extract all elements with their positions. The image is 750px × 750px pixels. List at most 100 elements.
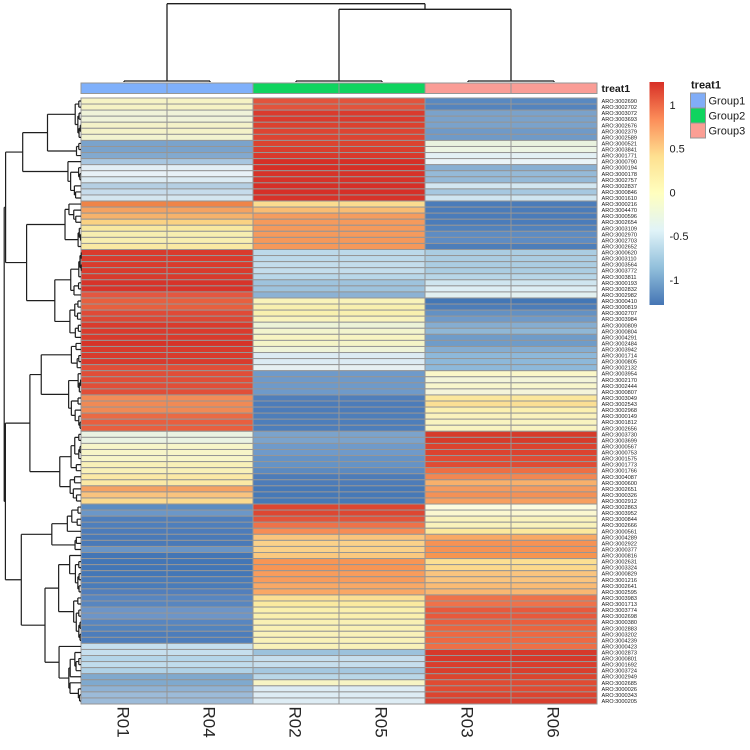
svg-text:ARO:3004291: ARO:3004291 (602, 335, 637, 341)
svg-text:ARO:3000380: ARO:3000380 (602, 620, 637, 626)
svg-text:ARO:3002698: ARO:3002698 (602, 614, 637, 620)
svg-text:ARO:3001216: ARO:3001216 (602, 578, 637, 584)
svg-text:1: 1 (670, 100, 676, 112)
svg-text:ARO:3003954: ARO:3003954 (602, 372, 637, 378)
svg-text:ARO:3001766: ARO:3001766 (602, 469, 637, 475)
svg-text:ARO:3002444: ARO:3002444 (602, 384, 637, 390)
svg-text:ARO:3003811: ARO:3003811 (602, 275, 637, 281)
svg-text:ARO:3002982: ARO:3002982 (602, 293, 637, 299)
svg-text:Group1: Group1 (709, 95, 746, 107)
svg-text:ARO:3001610: ARO:3001610 (602, 196, 637, 202)
svg-text:R05: R05 (372, 707, 391, 738)
svg-text:ARO:3003942: ARO:3003942 (602, 347, 637, 353)
svg-text:ARO:3003724: ARO:3003724 (602, 669, 637, 675)
svg-text:ARO:3000567: ARO:3000567 (602, 444, 637, 450)
svg-text:ARO:3003202: ARO:3003202 (602, 632, 637, 638)
svg-text:ARO:3002666: ARO:3002666 (602, 523, 637, 529)
svg-text:ARO:3002651: ARO:3002651 (602, 487, 637, 493)
svg-text:-1: -1 (670, 275, 680, 287)
svg-text:Group2: Group2 (709, 110, 746, 122)
svg-text:ARO:3001575: ARO:3001575 (602, 457, 637, 463)
svg-text:ARO:3002631: ARO:3002631 (602, 560, 637, 566)
svg-text:ARO:3000844: ARO:3000844 (602, 517, 637, 523)
svg-text:ARO:3002685: ARO:3002685 (602, 681, 637, 687)
svg-text:ARO:3002589: ARO:3002589 (602, 135, 637, 141)
svg-text:ARO:3002832: ARO:3002832 (602, 287, 637, 293)
svg-text:ARO:3004470: ARO:3004470 (602, 208, 637, 214)
svg-text:R01: R01 (114, 707, 133, 738)
svg-text:R02: R02 (286, 707, 305, 738)
svg-text:ARO:3000423: ARO:3000423 (602, 644, 637, 650)
svg-text:ARO:3002690: ARO:3002690 (602, 99, 637, 105)
svg-text:0: 0 (670, 187, 676, 199)
svg-text:ARO:3000829: ARO:3000829 (602, 572, 637, 578)
svg-text:R04: R04 (200, 707, 219, 738)
svg-text:ARO:3002132: ARO:3002132 (602, 366, 637, 372)
svg-text:R03: R03 (458, 707, 477, 738)
svg-text:ARO:3000596: ARO:3000596 (602, 214, 637, 220)
svg-text:ARO:3000807: ARO:3000807 (602, 390, 637, 396)
svg-text:ARO:3000816: ARO:3000816 (602, 554, 637, 560)
svg-text:Group3: Group3 (709, 125, 746, 137)
svg-text:ARO:3002922: ARO:3002922 (602, 541, 637, 547)
svg-text:ARO:3003952: ARO:3003952 (602, 511, 637, 517)
svg-text:ARO:3000326: ARO:3000326 (602, 493, 637, 499)
svg-text:0.5: 0.5 (670, 144, 685, 156)
svg-text:ARO:3000600: ARO:3000600 (602, 481, 637, 487)
svg-text:ARO:3003324: ARO:3003324 (602, 566, 637, 572)
svg-text:ARO:3003730: ARO:3003730 (602, 432, 637, 438)
svg-text:ARO:3004239: ARO:3004239 (602, 638, 637, 644)
svg-text:ARO:3002883: ARO:3002883 (602, 626, 637, 632)
svg-text:ARO:3000809: ARO:3000809 (602, 323, 637, 329)
svg-text:ARO:3002379: ARO:3002379 (602, 129, 637, 135)
svg-text:ARO:3004087: ARO:3004087 (602, 475, 637, 481)
svg-text:ARO:3002968: ARO:3002968 (602, 408, 637, 414)
svg-text:ARO:3002654: ARO:3002654 (602, 220, 637, 226)
svg-text:ARO:3002170: ARO:3002170 (602, 378, 637, 384)
svg-text:ARO:3000149: ARO:3000149 (602, 414, 637, 420)
svg-text:ARO:3003693: ARO:3003693 (602, 117, 637, 123)
svg-text:ARO:3002757: ARO:3002757 (602, 178, 637, 184)
svg-text:ARO:3003841: ARO:3003841 (602, 148, 637, 154)
svg-text:ARO:3003072: ARO:3003072 (602, 111, 637, 117)
svg-text:ARO:3001713: ARO:3001713 (602, 602, 637, 608)
svg-text:ARO:3002837: ARO:3002837 (602, 184, 637, 190)
svg-text:ARO:3001812: ARO:3001812 (602, 420, 637, 426)
svg-text:ARO:3001692: ARO:3001692 (602, 663, 637, 669)
svg-text:ARO:3003110: ARO:3003110 (602, 257, 637, 263)
svg-text:ARO:3002912: ARO:3002912 (602, 499, 637, 505)
svg-text:ARO:3003984: ARO:3003984 (602, 317, 637, 323)
svg-text:-0.5: -0.5 (670, 231, 689, 243)
svg-text:treat1: treat1 (602, 83, 631, 95)
svg-text:treat1: treat1 (691, 80, 721, 92)
svg-text:ARO:3000846: ARO:3000846 (602, 190, 637, 196)
svg-text:ARO:3000026: ARO:3000026 (602, 687, 637, 693)
svg-text:ARO:3002863: ARO:3002863 (602, 505, 637, 511)
svg-text:ARO:3000377: ARO:3000377 (602, 547, 637, 553)
svg-text:ARO:3003772: ARO:3003772 (602, 269, 637, 275)
svg-text:ARO:3000790: ARO:3000790 (602, 160, 637, 166)
svg-text:ARO:3000804: ARO:3000804 (602, 329, 637, 335)
svg-text:ARO:3002702: ARO:3002702 (602, 105, 637, 111)
svg-text:ARO:3000193: ARO:3000193 (602, 281, 637, 287)
svg-text:ARO:3000620: ARO:3000620 (602, 251, 637, 257)
svg-text:ARO:3003049: ARO:3003049 (602, 396, 637, 402)
svg-text:ARO:3001773: ARO:3001773 (602, 463, 637, 469)
svg-text:ARO:3000205: ARO:3000205 (602, 699, 637, 705)
svg-text:ARO:3000819: ARO:3000819 (602, 305, 637, 311)
svg-text:ARO:3002595: ARO:3002595 (602, 590, 637, 596)
svg-text:ARO:3002707: ARO:3002707 (602, 311, 637, 317)
svg-text:ARO:3000753: ARO:3000753 (602, 451, 637, 457)
svg-text:ARO:3002543: ARO:3002543 (602, 402, 637, 408)
svg-text:ARO:3002970: ARO:3002970 (602, 232, 637, 238)
svg-text:ARO:3002641: ARO:3002641 (602, 584, 637, 590)
svg-text:ARO:3000194: ARO:3000194 (602, 166, 637, 172)
svg-text:ARO:3001771: ARO:3001771 (602, 154, 637, 160)
svg-text:ARO:3000343: ARO:3000343 (602, 693, 637, 699)
svg-text:ARO:3002656: ARO:3002656 (602, 426, 637, 432)
svg-text:ARO:3001714: ARO:3001714 (602, 354, 637, 360)
svg-text:ARO:3000561: ARO:3000561 (602, 529, 637, 535)
svg-text:ARO:3002949: ARO:3002949 (602, 675, 637, 681)
svg-text:ARO:3003699: ARO:3003699 (602, 438, 637, 444)
svg-text:ARO:3002873: ARO:3002873 (602, 650, 637, 656)
